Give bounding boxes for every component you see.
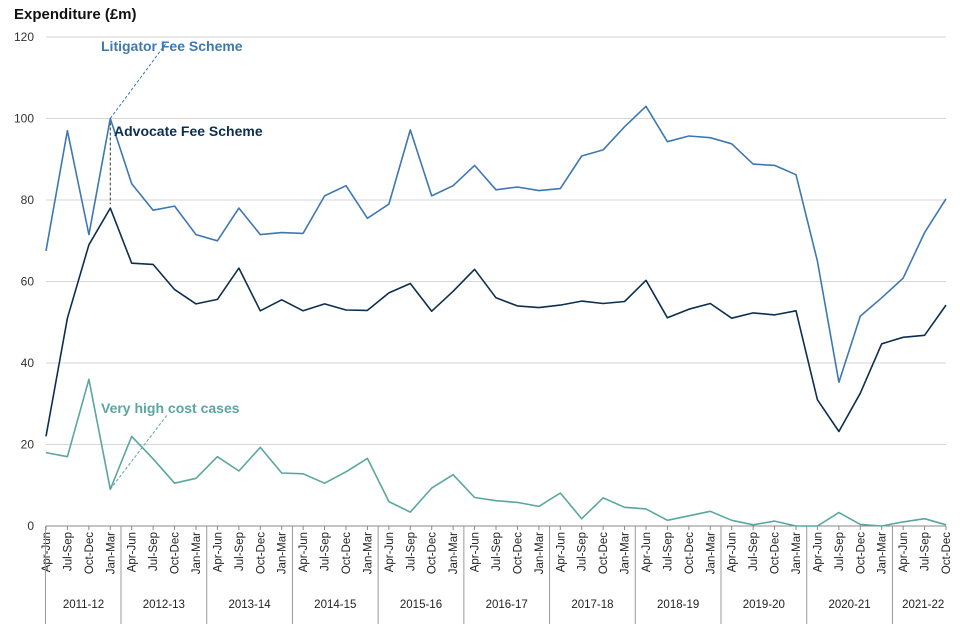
x-tick-label: Oct-Dec [512,532,524,574]
x-tick-label: Jan-Mar [277,532,289,574]
x-tick-label: Jan-Mar [877,532,889,574]
x-tick-label: Apr-Jun [41,532,53,572]
fy-label: 2011-12 [63,599,104,611]
x-tick-label: Jul-Sep [405,532,417,571]
y-tick-label: 20 [21,438,35,452]
x-tick-label: Jan-Mar [705,532,717,574]
x-tick-label: Apr-Jun [384,532,396,572]
x-tick-label: Oct-Dec [255,532,267,574]
x-tick-label: Apr-Jun [898,532,910,572]
x-tick-label: Jul-Sep [920,532,932,571]
x-tick-label: Oct-Dec [770,532,782,574]
x-tick-label: Jul-Sep [662,532,674,571]
x-tick-label: Apr-Jun [212,532,224,572]
x-tick-label: Oct-Dec [427,532,439,574]
fy-label: 2021-22 [902,599,944,611]
y-axis-title: Expenditure (£m) [14,6,137,23]
x-tick-label: Jul-Sep [834,532,846,571]
x-tick-label: Jan-Mar [534,532,546,574]
fy-label: 2017-18 [571,599,613,611]
x-tick-label: Oct-Dec [855,532,867,574]
x-tick-label: Oct-Dec [170,532,182,574]
x-tick-label: Jan-Mar [105,532,117,574]
fy-label: 2019-20 [743,599,785,611]
x-tick-label: Jul-Sep [234,532,246,571]
y-tick-label: 100 [14,112,34,126]
annotation-leader [109,41,168,119]
x-tick-label: Apr-Jun [127,532,139,572]
x-tick-label: Oct-Dec [598,532,610,574]
annotation-label: Very high cost cases [101,400,240,416]
x-tick-label: Oct-Dec [684,532,696,574]
x-tick-label: Jan-Mar [191,532,203,574]
x-tick-label: Jul-Sep [320,532,332,571]
fy-label: 2014-15 [314,599,356,611]
y-tick-label: 60 [21,275,35,289]
x-tick-label: Apr-Jun [298,532,310,572]
y-tick-label: 120 [14,30,34,44]
annotation-leader [109,414,168,490]
x-tick-label: Jul-Sep [577,532,589,571]
fy-label: 2012-13 [143,599,185,611]
x-tick-label: Jul-Sep [148,532,160,571]
x-tick-label: Apr-Jun [727,532,739,572]
x-tick-label: Jul-Sep [62,532,74,571]
x-tick-label: Jan-Mar [620,532,632,574]
x-tick-label: Jan-Mar [448,532,460,574]
fy-label: 2018-19 [657,599,699,611]
x-tick-label: Oct-Dec [341,532,353,574]
fy-label: 2015-16 [400,599,442,611]
x-tick-label: Apr-Jun [470,532,482,572]
fy-label: 2020-21 [828,599,870,611]
x-tick-label: Apr-Jun [812,532,824,572]
x-tick-label: Jan-Mar [791,532,803,574]
y-tick-label: 40 [21,356,35,370]
fy-label: 2016-17 [486,599,528,611]
x-tick-label: Oct-Dec [941,532,953,574]
x-tick-label: Jul-Sep [491,532,503,571]
annotation-label: Advocate Fee Scheme [114,123,263,139]
y-tick-label: 80 [21,193,35,207]
x-tick-label: Apr-Jun [555,532,567,572]
fy-label: 2013-14 [228,599,271,611]
y-tick-label: 0 [27,519,34,533]
x-tick-label: Jan-Mar [362,532,374,574]
series-line-very-high-cost-cases [45,378,947,527]
series-line-advocate-fee-scheme [45,207,947,437]
x-tick-label: Apr-Jun [641,532,653,572]
annotation-label: Litigator Fee Scheme [101,38,243,54]
x-tick-label: Oct-Dec [84,532,96,574]
x-tick-label: Jul-Sep [748,532,760,571]
series-line-litigator-fee-scheme [45,105,947,384]
